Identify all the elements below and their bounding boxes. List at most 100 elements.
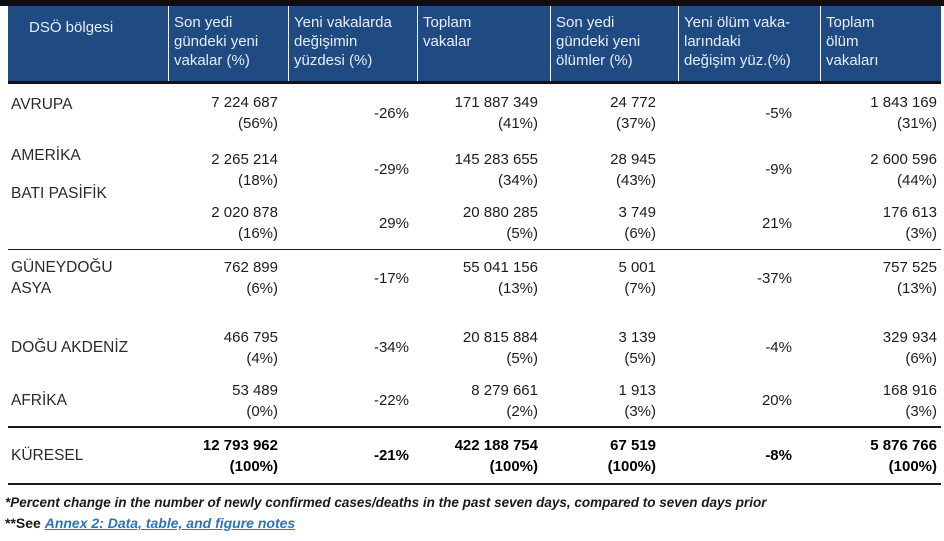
total-deaths-pct: (13%): [896, 280, 937, 297]
new-deaths-pct: (3%): [624, 402, 656, 420]
new-deaths-pct: (43%): [615, 171, 656, 189]
deaths-change-value: -4%: [765, 339, 792, 356]
table-top-border: [0, 0, 944, 6]
deaths-change-value: 20%: [761, 392, 792, 409]
deaths-change-cell: -37%: [678, 250, 820, 320]
cases-change-value: -29%: [373, 161, 409, 178]
header-new-cases: Son yedi gündeki yeni vakalar (%): [168, 6, 288, 81]
cases-change-value: -22%: [373, 392, 409, 409]
new-deaths-cell: 1 913 (3%): [550, 375, 678, 426]
new-cases-pct: (6%): [246, 280, 278, 297]
total-cases-pct: (2%): [506, 402, 538, 420]
cases-change-value: -17%: [373, 269, 409, 287]
total-cases-value: 55 041 156: [462, 259, 538, 276]
table-row-guneydogu-asya: GÜNEYDOĞU ASYA 762 899 (6%) -17% 55 041 1…: [8, 250, 941, 320]
total-cases-cell: 171 887 349 (41%): [417, 84, 550, 142]
new-cases-value: 2 020 878: [211, 204, 278, 221]
table-row-kuresel: KÜRESEL 12 793 962 (100%) -21% 422 188 75…: [8, 428, 941, 485]
new-deaths-cell: 5 001 (7%): [550, 250, 678, 320]
cases-change-cell: 29%: [288, 197, 417, 249]
cases-change-cell: -34%: [288, 320, 417, 375]
total-cases-pct: (13%): [497, 280, 538, 297]
total-deaths-cell: 168 916 (3%): [820, 375, 941, 426]
new-cases-cell: 2 020 878 (16%): [168, 197, 288, 249]
deaths-change-value: -37%: [756, 269, 792, 287]
deaths-change-cell: -4%: [678, 320, 820, 375]
deaths-change-cell: 21%: [678, 197, 820, 249]
table-header-row: DSÖ bölgesi Son yedi gündeki yeni vakala…: [8, 6, 941, 84]
total-deaths-value: 1 843 169: [870, 94, 937, 111]
total-cases-value: 422 188 754: [454, 436, 538, 454]
header-cases-change: Yeni vakalarda değişimin yüzdesi (%): [288, 6, 417, 81]
total-deaths-value: 329 934: [882, 328, 937, 346]
new-cases-cell: 762 899 (6%): [168, 250, 288, 320]
new-deaths-cell: 28 945 (43%): [550, 142, 678, 197]
deaths-change-cell: -5%: [678, 84, 820, 142]
deaths-change-cell: -9%: [678, 142, 820, 197]
new-cases-pct: (100%): [229, 457, 278, 475]
total-cases-value: 20 815 884: [462, 328, 538, 346]
new-cases-value: 762 899: [223, 259, 278, 276]
total-deaths-value: 5 876 766: [870, 436, 937, 454]
cases-change-value: 29%: [378, 214, 409, 232]
table-row-amerika: AMERİKA 2 265 214 (18%) -29% 145 283 655 (…: [8, 142, 941, 197]
total-deaths-cell: 329 934 (6%): [820, 320, 941, 375]
new-deaths-pct: (100%): [607, 457, 656, 475]
total-deaths-pct: (6%): [905, 349, 937, 367]
total-deaths-pct: (31%): [896, 115, 937, 132]
total-deaths-value: 176 613: [882, 204, 937, 221]
new-cases-cell: 7 224 687 (56%): [168, 84, 288, 142]
total-cases-pct: (5%): [506, 225, 538, 242]
total-deaths-pct: (100%): [888, 457, 937, 475]
deaths-change-value: -5%: [765, 104, 792, 122]
total-deaths-pct: (3%): [905, 225, 937, 242]
new-cases-cell: 12 793 962 (100%): [168, 428, 288, 483]
new-cases-value: 7 224 687: [211, 94, 278, 111]
new-cases-value: 12 793 962: [202, 436, 278, 454]
cases-change-cell: -21%: [288, 428, 417, 483]
annex-2-link[interactable]: Annex 2: Data, table, and figure notes: [44, 515, 296, 531]
new-cases-pct: (0%): [246, 402, 278, 420]
new-deaths-pct: (6%): [624, 225, 656, 242]
total-deaths-cell: 757 525 (13%): [820, 250, 941, 320]
cases-change-value: -26%: [373, 104, 409, 122]
total-deaths-cell: 176 613 (3%): [820, 197, 941, 249]
table-row-afrika: AFRİKA 53 489 (0%) -22% 8 279 661 (2%) 1 9…: [8, 375, 941, 428]
deaths-change-value: -8%: [765, 447, 792, 464]
total-cases-cell: 20 815 884 (5%): [417, 320, 550, 375]
new-deaths-cell: 3 749 (6%): [550, 197, 678, 249]
total-deaths-value: 2 600 596: [870, 150, 937, 168]
total-deaths-value: 757 525: [882, 259, 937, 276]
new-deaths-value: 3 749: [618, 204, 656, 221]
new-deaths-value: 1 913: [618, 381, 656, 399]
header-deaths-change: Yeni ölüm vaka- larındaki değişim yüz.(%…: [678, 6, 820, 81]
new-deaths-cell: 67 519 (100%): [550, 428, 678, 483]
header-region: DSÖ bölgesi: [29, 19, 114, 36]
footnote-see-label: **See: [5, 515, 45, 531]
new-deaths-value: 3 139: [618, 328, 656, 346]
who-region-table: DSÖ bölgesi Son yedi gündeki yeni vakala…: [8, 6, 941, 485]
deaths-change-cell: -8%: [678, 428, 820, 483]
region-label: KÜRESEL: [11, 447, 84, 464]
new-cases-value: 466 795: [223, 328, 278, 346]
total-deaths-pct: (3%): [905, 402, 937, 420]
deaths-change-value: 21%: [761, 214, 792, 232]
total-cases-cell: 55 041 156 (13%): [417, 250, 550, 320]
total-cases-pct: (41%): [497, 115, 538, 132]
header-total-cases: Toplam vakalar: [417, 6, 550, 81]
footnote-annex: **See Annex 2: Data, table, and figure n…: [5, 513, 940, 534]
new-cases-cell: 2 265 214 (18%): [168, 142, 288, 197]
region-label: GÜNEYDOĞU ASYA: [11, 259, 113, 297]
table-row-avrupa: AVRUPA 7 224 687 (56%) -26% 171 887 349 (4…: [8, 84, 941, 142]
total-deaths-pct: (44%): [896, 171, 937, 189]
new-deaths-cell: 24 772 (37%): [550, 84, 678, 142]
region-label: AMERİKA: [11, 147, 81, 164]
new-cases-cell: 466 795 (4%): [168, 320, 288, 375]
new-cases-pct: (18%): [237, 171, 278, 189]
new-deaths-pct: (5%): [624, 349, 656, 367]
deaths-change-value: -9%: [765, 161, 792, 178]
total-deaths-cell: 2 600 596 (44%): [820, 142, 941, 197]
total-cases-cell: 8 279 661 (2%): [417, 375, 550, 426]
total-cases-value: 145 283 655: [454, 150, 538, 168]
